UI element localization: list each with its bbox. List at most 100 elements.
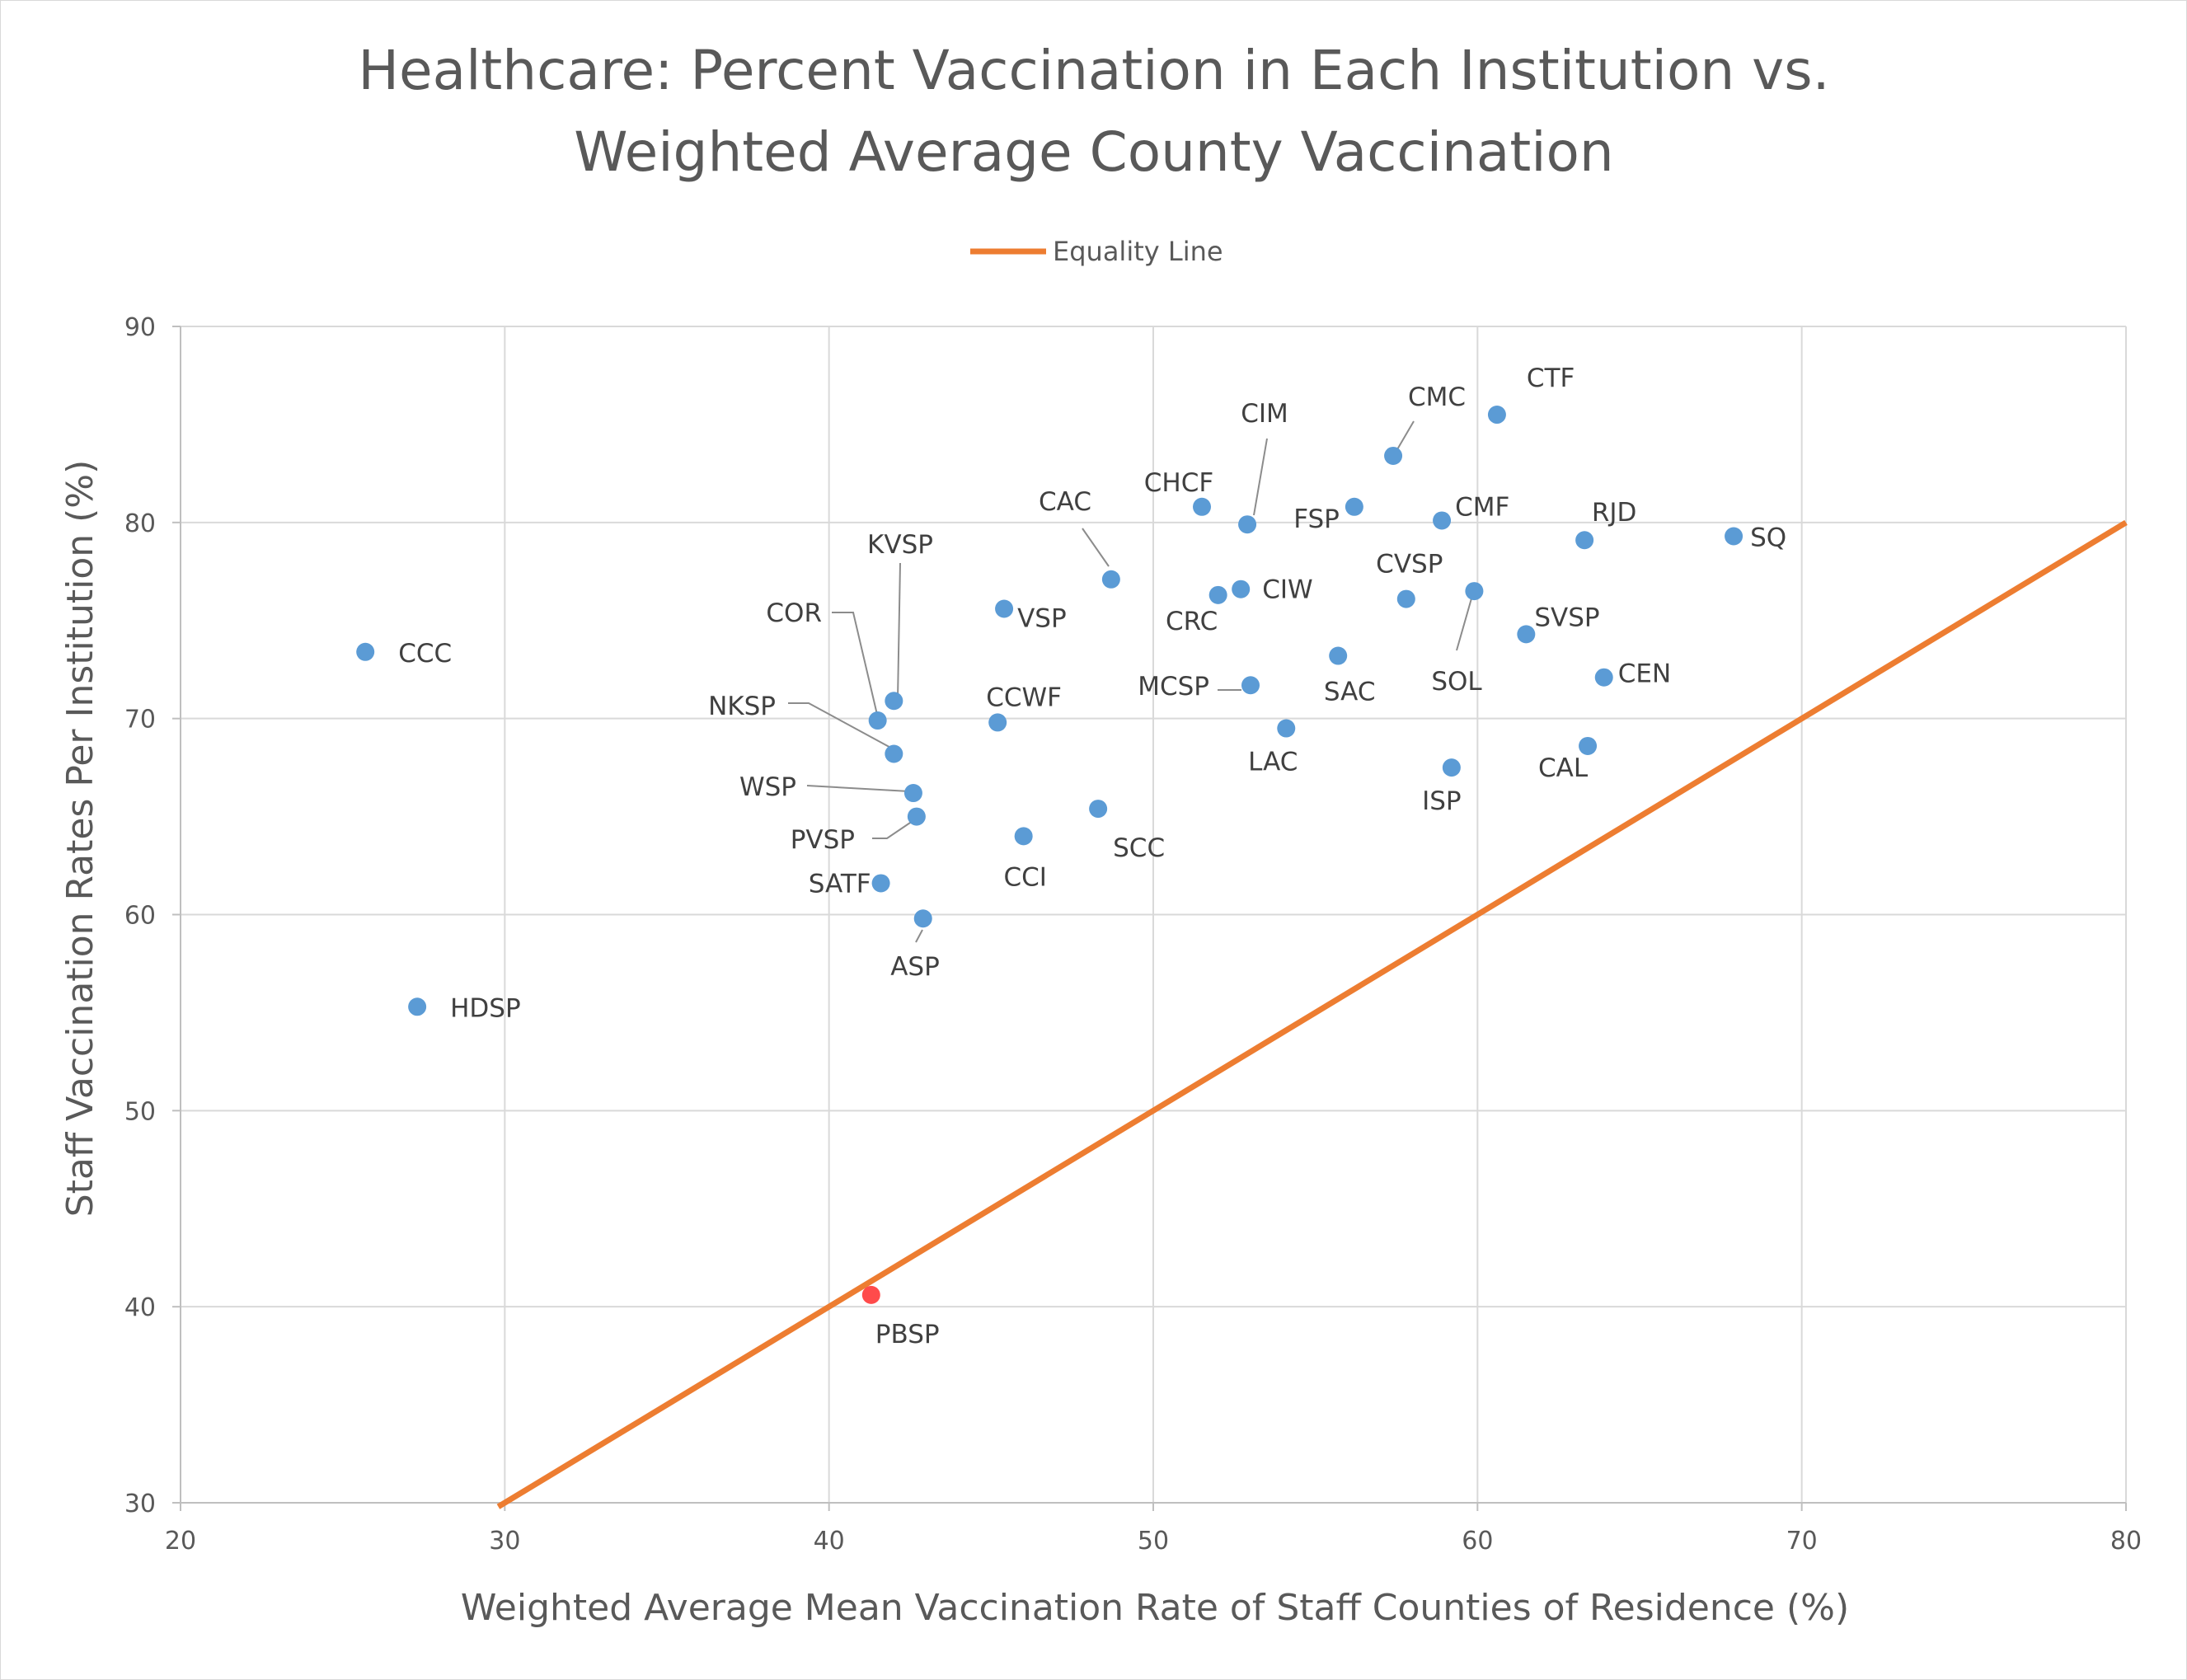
y-axis-title: Staff Vaccination Rates Per Institution … <box>59 460 101 1218</box>
tick-labels: 20 30 40 50 60 70 80 30 40 50 60 70 80 90 <box>124 313 2142 1556</box>
y-tick-label: 60 <box>124 902 156 931</box>
point-label-ctf: CTF <box>1527 364 1575 393</box>
data-point-lac <box>1277 719 1296 738</box>
data-points <box>356 406 1743 1304</box>
leader-line-pvsp <box>872 819 916 839</box>
point-label-pvsp: PVSP <box>791 825 855 855</box>
leader-line-cac <box>1082 528 1110 567</box>
point-label-cvsp: CVSP <box>1376 550 1443 580</box>
point-label-svsp: SVSP <box>1534 603 1599 632</box>
point-label-scc: SCC <box>1113 833 1165 863</box>
point-label-cor: COR <box>766 598 822 628</box>
point-label-crc: CRC <box>1166 607 1218 636</box>
point-label-cci: CCI <box>1003 862 1046 892</box>
x-axis-title: Weighted Average Mean Vaccination Rate o… <box>461 1587 1849 1629</box>
y-tick-label: 30 <box>124 1490 156 1518</box>
gridlines <box>181 326 2127 1503</box>
x-tick-label: 50 <box>1138 1527 1169 1556</box>
y-tick-label: 50 <box>124 1097 156 1126</box>
point-label-sol: SOL <box>1431 667 1482 697</box>
leader-line-wsp <box>806 785 910 792</box>
point-label-kvsp: KVSP <box>867 530 933 560</box>
chart-title-line-2: Weighted Average County Vaccination <box>574 120 1614 184</box>
point-label-satf: SATF <box>809 869 871 899</box>
data-point-crc <box>1208 585 1227 604</box>
data-point-ccwf <box>988 713 1007 732</box>
point-label-lac: LAC <box>1248 748 1298 777</box>
point-label-chcf: CHCF <box>1144 468 1213 498</box>
y-tick-label: 70 <box>124 706 156 734</box>
data-point-cvsp <box>1396 589 1415 608</box>
legend-label-equality-line: Equality Line <box>1053 236 1223 267</box>
point-label-cen: CEN <box>1618 659 1671 689</box>
y-tick-label: 40 <box>124 1293 156 1322</box>
data-point-cac <box>1101 570 1120 589</box>
point-label-rjd: RJD <box>1592 498 1637 528</box>
data-point-mcsp <box>1241 676 1260 695</box>
x-tick-label: 30 <box>489 1527 520 1556</box>
data-point-sq <box>1725 527 1743 546</box>
data-point-kvsp <box>885 692 903 711</box>
data-point-pbsp <box>861 1285 880 1304</box>
point-label-wsp: WSP <box>739 772 796 802</box>
data-point-cci <box>1014 827 1033 846</box>
data-point-isp <box>1442 758 1461 777</box>
x-tick-label: 70 <box>1786 1527 1818 1556</box>
data-point-nksp <box>885 744 903 763</box>
data-point-cmf <box>1433 511 1452 530</box>
data-point-cen <box>1594 668 1613 687</box>
leader-line-kvsp <box>897 562 901 700</box>
point-label-pbsp: PBSP <box>875 1320 940 1349</box>
data-point-hdsp <box>408 997 427 1016</box>
data-point-ccc <box>356 642 375 661</box>
data-point-cal <box>1579 736 1598 755</box>
axes <box>172 326 2127 1511</box>
point-label-fsp: FSP <box>1293 504 1340 534</box>
x-tick-label: 40 <box>814 1527 845 1556</box>
equality-line <box>496 519 2128 1509</box>
point-labels: CCC HDSP PBSP COR KVSP NKSP WSP PVSP SATF ASP VSP C… <box>398 364 1786 1349</box>
data-point-pvsp <box>907 807 926 826</box>
leader-line-nksp <box>788 702 896 751</box>
data-point-chcf <box>1193 497 1211 516</box>
data-point-vsp <box>995 599 1014 618</box>
point-label-ccc: CCC <box>398 639 452 669</box>
leader-line-asp <box>915 929 923 943</box>
point-label-sac: SAC <box>1324 678 1376 707</box>
data-point-ciw <box>1232 580 1251 598</box>
data-point-sac <box>1329 646 1348 665</box>
y-tick-label: 90 <box>124 313 156 342</box>
point-label-ciw: CIW <box>1262 575 1312 605</box>
leader-line-cim <box>1253 438 1268 516</box>
data-point-cim <box>1238 515 1257 534</box>
chart-title-line-1: Healthcare: Percent Vaccination in Each … <box>358 39 1829 102</box>
point-label-isp: ISP <box>1422 786 1462 816</box>
y-tick-label: 80 <box>124 509 156 538</box>
point-label-sq: SQ <box>1750 523 1786 552</box>
data-point-svsp <box>1517 625 1536 644</box>
data-point-rjd <box>1575 531 1594 550</box>
point-label-cmf: CMF <box>1455 492 1509 522</box>
point-label-asp: ASP <box>890 952 940 982</box>
data-point-asp <box>913 909 932 928</box>
data-point-sol <box>1465 582 1484 601</box>
data-point-cmc <box>1384 446 1403 465</box>
leader-line-cor <box>832 612 879 719</box>
point-label-ccwf: CCWF <box>986 683 1062 712</box>
leader-line-sol <box>1456 592 1474 651</box>
point-label-hdsp: HDSP <box>450 993 521 1023</box>
x-tick-label: 60 <box>1462 1527 1493 1556</box>
point-label-cac: CAC <box>1039 487 1091 517</box>
data-point-scc <box>1089 800 1108 819</box>
x-tick-label: 20 <box>165 1527 196 1556</box>
point-label-cal: CAL <box>1538 753 1589 783</box>
point-label-mcsp: MCSP <box>1138 672 1209 702</box>
equality-line-series <box>496 519 2128 1509</box>
point-label-cim: CIM <box>1241 399 1288 429</box>
point-label-nksp: NKSP <box>708 692 776 721</box>
point-label-vsp: VSP <box>1017 603 1067 633</box>
legend: Equality Line <box>970 236 1223 267</box>
data-point-cor <box>868 711 887 730</box>
